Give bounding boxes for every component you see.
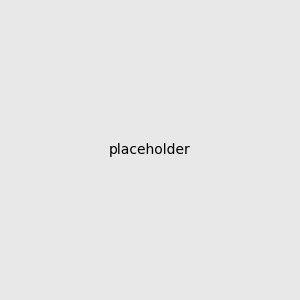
Text: placeholder: placeholder (109, 143, 191, 157)
